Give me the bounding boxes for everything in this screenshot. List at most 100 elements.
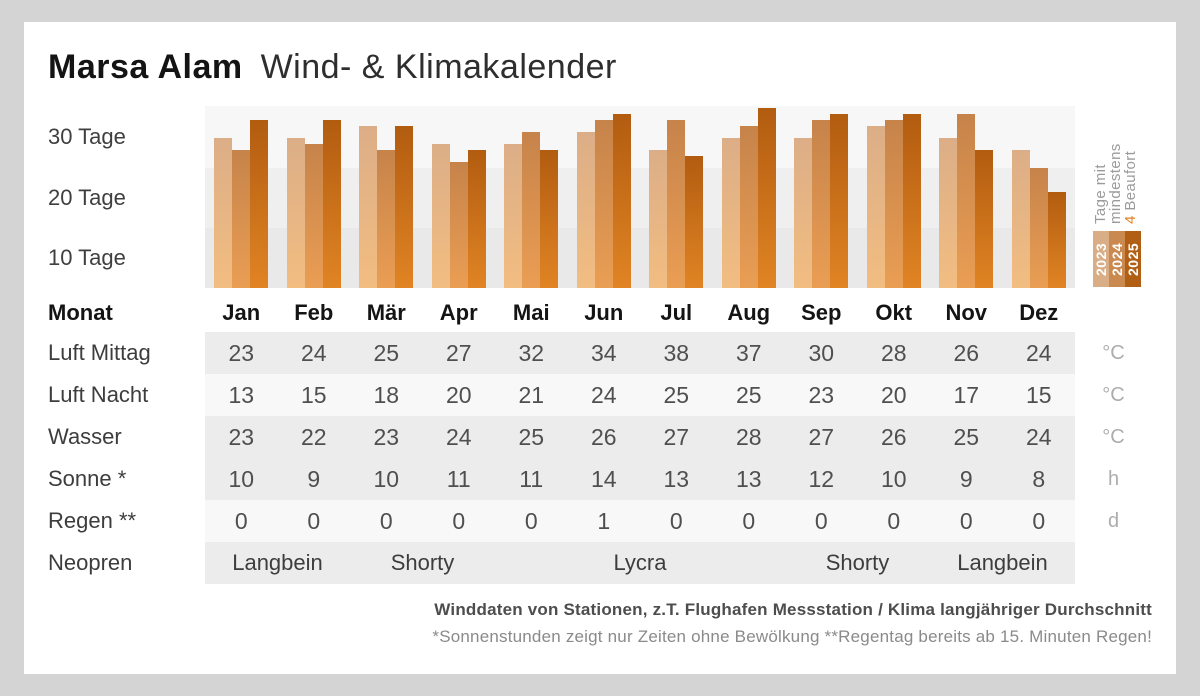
unit-regen: d <box>1107 509 1120 532</box>
cell-wasser-Aug: 28 <box>735 423 762 450</box>
cell-luft-mittag-Dez: 24 <box>1025 339 1052 366</box>
y-tick-20-tage: 20 Tage <box>48 185 126 210</box>
cell-luft-nacht-Jan: 13 <box>228 381 255 408</box>
row-cells-luft-nacht: 13 15 18 20 21 24 25 25 23 20 17 15 <box>205 374 1075 416</box>
cell-wasser-Jun: 26 <box>590 423 617 450</box>
cell-sonne-Dez: 8 <box>1032 465 1046 492</box>
bar-2023-Aug <box>721 138 740 288</box>
cell-wasser-Mär: 23 <box>373 423 400 450</box>
row-cells-neopren: Langbein Shorty Lycra Shorty Langbein <box>205 542 1075 584</box>
row-cells-sonne: 10 9 10 11 11 14 13 13 12 10 9 8 <box>205 458 1075 500</box>
cell-wasser-Feb: 22 <box>300 423 327 450</box>
table-row-regen: Regen ** 0 0 0 0 0 1 0 0 0 0 0 0 d <box>48 500 1152 542</box>
bar-2023-Nov <box>939 138 958 288</box>
legend-caption-line1: Tage mit <box>1092 164 1109 224</box>
bar-2025-Mär <box>395 126 414 288</box>
month-label-Apr: Apr <box>439 300 478 325</box>
cell-sonne-Apr: 11 <box>446 465 471 492</box>
cell-luft-mittag-Mär: 25 <box>373 339 400 366</box>
bar-2024-Aug <box>739 126 758 288</box>
month-label-Feb: Feb <box>294 300 334 325</box>
bar-group-Jun <box>568 106 641 288</box>
legend-year-2024: 2024 <box>1109 231 1125 287</box>
cell-luft-nacht-Feb: 15 <box>300 381 327 408</box>
bar-2023-Mai <box>504 144 523 288</box>
chart-legend: Tage mit mindestens 4 Beaufort 2023 2024 2… <box>1075 106 1152 288</box>
bar-2023-Sep <box>794 138 813 288</box>
cell-regen-Mär: 0 <box>379 507 393 534</box>
bar-2024-Feb <box>304 144 323 288</box>
neopren-span-lycra-2: Lycra <box>613 550 667 575</box>
footer-source-line: Winddaten von Stationen, z.T. Flughafen … <box>434 600 1152 619</box>
month-label-Sep: Sep <box>801 300 842 325</box>
month-header-label: Monat <box>48 300 113 325</box>
cell-luft-nacht-Mär: 18 <box>373 381 400 408</box>
footer-notes: Winddaten von Stationen, z.T. Flughafen … <box>432 600 1152 647</box>
bar-group-Dez <box>1003 106 1076 288</box>
month-label-Nov: Nov <box>945 300 988 325</box>
cell-sonne-Jul: 13 <box>663 465 690 492</box>
row-cells-wasser: 23 22 23 24 25 26 27 28 27 26 25 24 <box>205 416 1075 458</box>
cell-regen-Jul: 0 <box>669 507 683 534</box>
legend-year-2025: 2025 <box>1125 231 1141 287</box>
cell-regen-Jan: 0 <box>234 507 248 534</box>
bar-2024-Apr <box>449 162 468 288</box>
table-row-luft-mittag: Luft Mittag 23 24 25 27 32 34 38 37 30 28 26 24 °C <box>48 332 1152 374</box>
cell-luft-nacht-Aug: 25 <box>735 381 762 408</box>
bar-group-Okt <box>858 106 931 288</box>
cell-luft-nacht-Jun: 24 <box>590 381 617 408</box>
month-header-row: Monat Jan Feb Mär Apr Mai Jun Jul Aug Sep Okt Nov D… <box>48 294 1152 332</box>
legend-year-swatches: 2023 2024 2025 <box>1093 231 1152 287</box>
month-label-Mär: Mär <box>366 300 406 325</box>
bar-2023-Okt <box>866 126 885 288</box>
cell-luft-mittag-Jan: 23 <box>228 339 255 366</box>
bar-group-Mär <box>350 106 423 288</box>
neopren-span-shorty-1: Shorty <box>390 550 455 575</box>
unit-wasser: °C <box>1102 425 1125 448</box>
bar-group-Nov <box>930 106 1003 288</box>
bar-2023-Jan <box>214 138 233 288</box>
cell-luft-mittag-Jun: 34 <box>590 339 617 366</box>
cell-luft-nacht-Nov: 17 <box>953 381 980 408</box>
cell-sonne-Sep: 12 <box>808 465 835 492</box>
bar-2025-Jul <box>685 156 704 288</box>
cell-regen-Nov: 0 <box>959 507 973 534</box>
cell-luft-mittag-Mai: 32 <box>518 339 545 366</box>
cell-wasser-Nov: 25 <box>953 423 980 450</box>
cell-sonne-Mai: 11 <box>519 465 544 492</box>
chart-y-axis: 30 Tage 20 Tage 10 Tage <box>48 106 205 288</box>
bar-2023-Mär <box>359 126 378 288</box>
bar-2025-Dez <box>1047 192 1066 288</box>
bar-group-Aug <box>713 106 786 288</box>
cell-regen-Dez: 0 <box>1032 507 1046 534</box>
bar-2024-Mär <box>377 150 396 288</box>
bar-2024-Jul <box>667 120 686 288</box>
bar-2024-Okt <box>884 120 903 288</box>
cell-luft-nacht-Okt: 20 <box>880 381 907 408</box>
cell-luft-mittag-Nov: 26 <box>953 339 980 366</box>
month-header-cells: Jan Feb Mär Apr Mai Jun Jul Aug Sep Okt Nov Dez <box>205 300 1075 326</box>
title-suffix: Wind- & Klimakalender <box>260 48 617 86</box>
row-label-luft-nacht: Luft Nacht <box>48 382 149 407</box>
row-label-luft-mittag: Luft Mittag <box>48 340 151 365</box>
month-label-Jun: Jun <box>584 300 624 325</box>
cell-regen-Mai: 0 <box>524 507 538 534</box>
cell-sonne-Jun: 14 <box>590 465 617 492</box>
row-label-sonne: Sonne * <box>48 466 127 491</box>
cell-wasser-Okt: 26 <box>880 423 907 450</box>
cell-regen-Okt: 0 <box>887 507 901 534</box>
bar-2024-Sep <box>812 120 831 288</box>
row-cells-luft-mittag: 23 24 25 27 32 34 38 37 30 28 26 24 <box>205 332 1075 374</box>
cell-luft-mittag-Feb: 24 <box>300 339 327 366</box>
bar-2024-Mai <box>522 132 541 288</box>
footer-asterisk-line: *Sonnenstunden zeigt nur Zeiten ohne Bew… <box>432 627 1152 646</box>
cell-wasser-Sep: 27 <box>808 423 835 450</box>
unit-luft-nacht: °C <box>1102 383 1125 406</box>
cell-sonne-Nov: 9 <box>959 465 973 492</box>
bar-group-Mai <box>495 106 568 288</box>
bar-2025-Nov <box>975 150 994 288</box>
chart-plot-area <box>205 106 1075 288</box>
table-row-luft-nacht: Luft Nacht 13 15 18 20 21 24 25 25 23 20 17 15 °C <box>48 374 1152 416</box>
bar-2024-Dez <box>1029 168 1048 288</box>
cell-regen-Feb: 0 <box>307 507 321 534</box>
